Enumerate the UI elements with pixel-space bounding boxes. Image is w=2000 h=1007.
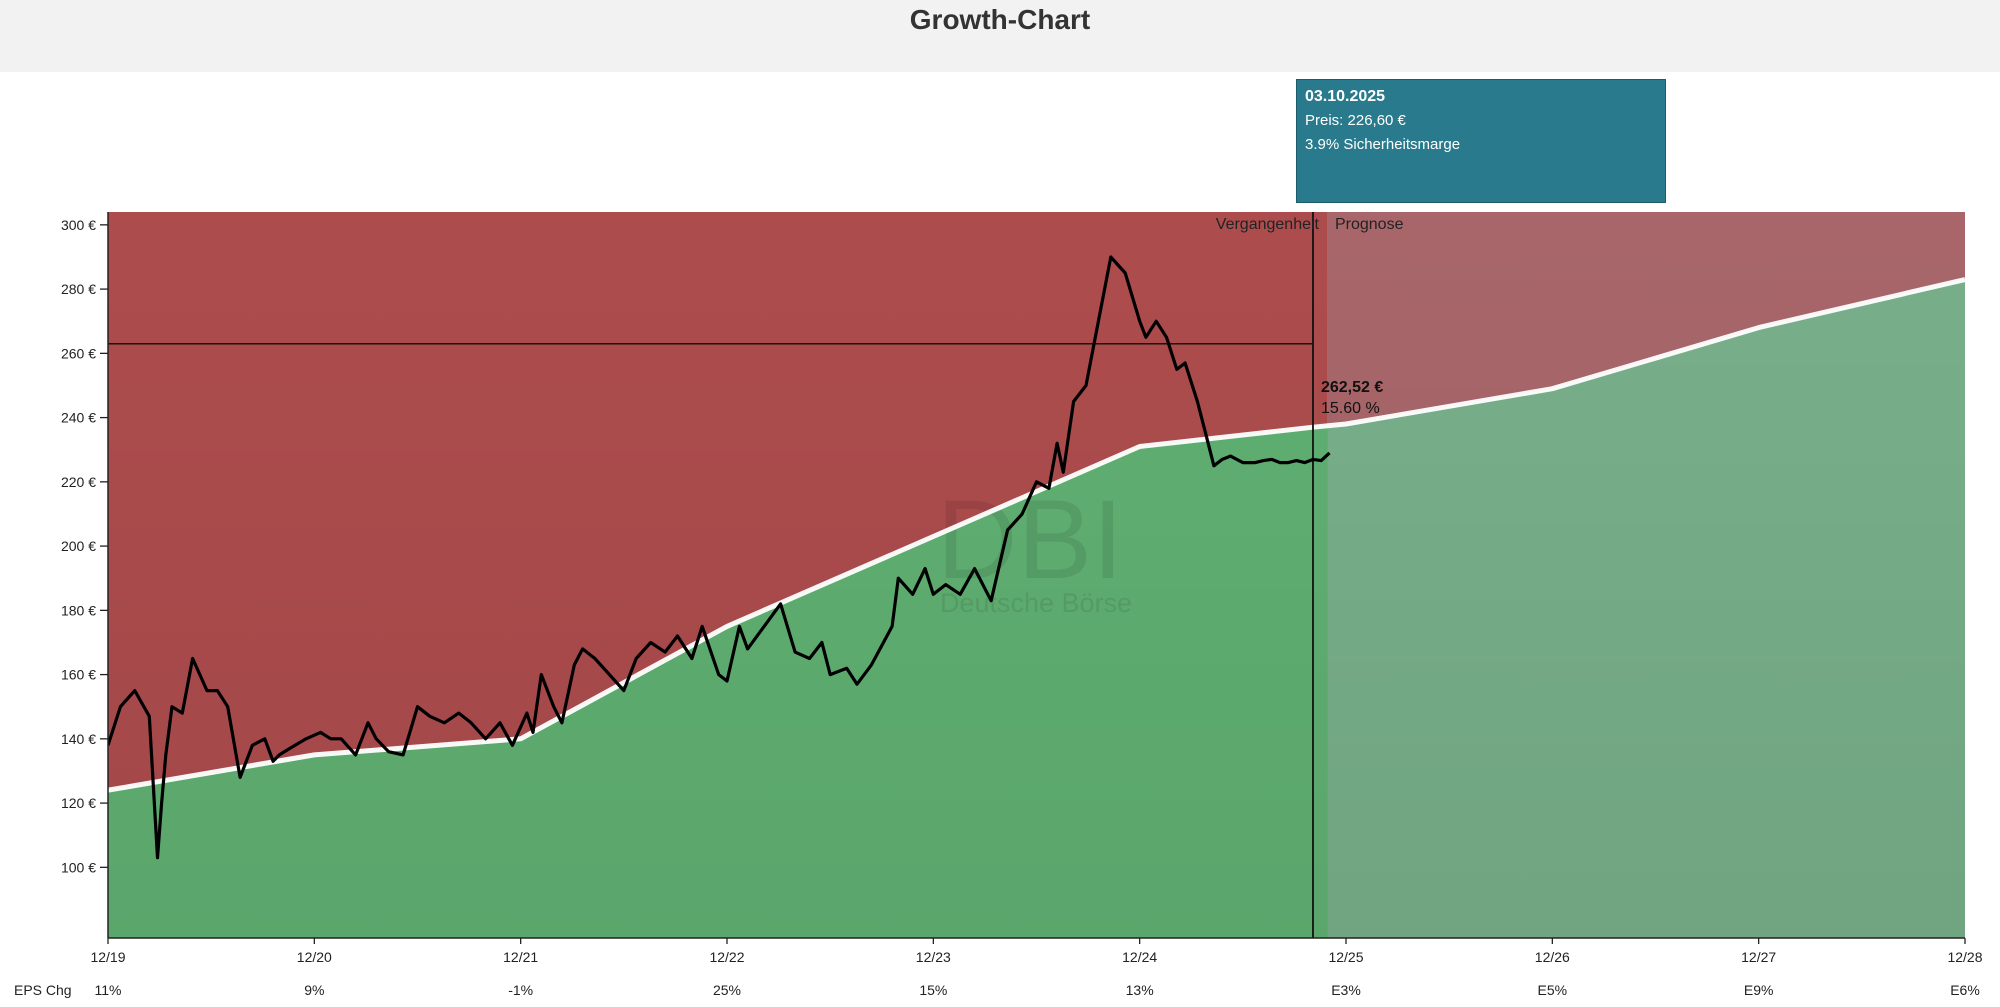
y-tick-label: 200 € xyxy=(61,538,96,554)
y-tick-label: 220 € xyxy=(61,474,96,490)
eps-change-value: E9% xyxy=(1744,982,1774,998)
y-tick-label: 240 € xyxy=(61,410,96,426)
eps-change-value: 15% xyxy=(919,982,947,998)
eps-change-value: 11% xyxy=(95,982,122,998)
tooltip-margin: 3.9% Sicherheitsmarge xyxy=(1305,136,1461,153)
eps-change-value: E3% xyxy=(1331,982,1361,998)
watermark-subtitle: Deutsche Börse xyxy=(940,588,1132,618)
tooltip-price: Preis: 226,60 € xyxy=(1305,112,1406,129)
y-tick-label: 260 € xyxy=(61,345,96,361)
y-tick-label: 280 € xyxy=(61,281,96,297)
x-tick-label: 12/26 xyxy=(1535,949,1570,965)
eps-change-value: E6% xyxy=(1950,982,1980,998)
x-tick-label: 12/27 xyxy=(1741,949,1776,965)
eps-change-value: 13% xyxy=(1126,982,1154,998)
eps-change-value: E5% xyxy=(1538,982,1568,998)
y-tick-label: 140 € xyxy=(61,731,96,747)
past-section-label: Vergangenheit xyxy=(1216,216,1320,233)
x-tick-label: 12/23 xyxy=(916,949,951,965)
fair-value-annotation: 262,52 € xyxy=(1321,379,1383,396)
price-line xyxy=(108,255,1331,860)
eps-change-value: 9% xyxy=(304,982,324,998)
x-tick-label: 12/22 xyxy=(709,949,744,965)
x-tick-label: 12/28 xyxy=(1947,949,1982,965)
y-tick-label: 100 € xyxy=(61,859,96,875)
x-tick-label: 12/21 xyxy=(503,949,538,965)
y-tick-label: 160 € xyxy=(61,667,96,683)
zone-shading xyxy=(108,212,1965,938)
eps-change-label: EPS Chg xyxy=(14,982,72,998)
y-tick-label: 300 € xyxy=(61,217,96,233)
tooltip-date: 03.10.2025 xyxy=(1305,88,1386,105)
eps-change-value: -1% xyxy=(508,982,533,998)
y-tick-label: 120 € xyxy=(61,795,96,811)
forecast-section-label: Prognose xyxy=(1335,216,1404,233)
x-tick-label: 12/19 xyxy=(90,949,125,965)
page-title: Growth-Chart xyxy=(909,4,1091,35)
fair-value-percent: 15.60 % xyxy=(1321,400,1380,417)
y-tick-label: 180 € xyxy=(61,602,96,618)
chart-header: Growth-Chart xyxy=(0,0,2000,72)
eps-change-value: 25% xyxy=(713,982,741,998)
price-tooltip: 03.10.2025 Preis: 226,60 € 3.9% Sicherhe… xyxy=(1296,79,1666,203)
x-tick-label: 12/25 xyxy=(1328,949,1363,965)
x-tick-label: 12/20 xyxy=(297,949,332,965)
x-tick-label: 12/24 xyxy=(1122,949,1157,965)
fair-value-line xyxy=(108,277,1965,793)
